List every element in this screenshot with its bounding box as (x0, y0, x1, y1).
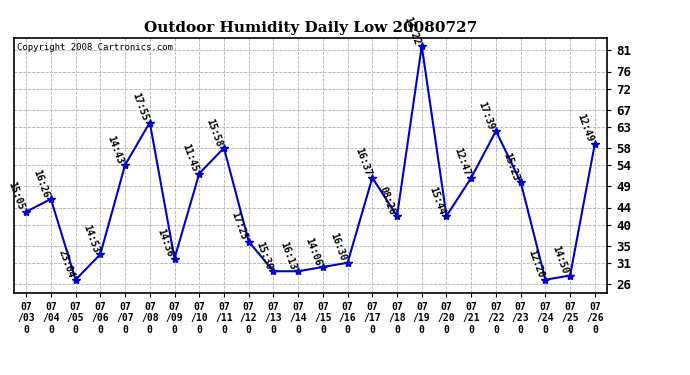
Text: 14:36: 14:36 (155, 228, 175, 258)
Text: 13:22: 13:22 (402, 15, 422, 46)
Text: 08:26: 08:26 (377, 185, 397, 216)
Text: 11:45: 11:45 (180, 142, 199, 174)
Text: 17:25: 17:25 (229, 210, 248, 242)
Text: 17:39: 17:39 (477, 100, 496, 131)
Text: 12:47: 12:47 (452, 147, 471, 178)
Title: Outdoor Humidity Daily Low 20080727: Outdoor Humidity Daily Low 20080727 (144, 21, 477, 35)
Text: 16:13: 16:13 (279, 240, 298, 271)
Text: 12:49: 12:49 (575, 113, 595, 144)
Text: 15:23: 15:23 (501, 151, 521, 182)
Text: 14:53: 14:53 (81, 223, 100, 254)
Text: 14:06: 14:06 (304, 236, 323, 267)
Text: 23:04: 23:04 (56, 249, 76, 280)
Text: 16:26: 16:26 (32, 168, 51, 199)
Text: 15:05: 15:05 (7, 181, 26, 212)
Text: 14:50: 14:50 (551, 244, 570, 276)
Text: 14:43: 14:43 (106, 134, 125, 165)
Text: 17:55: 17:55 (130, 92, 150, 123)
Text: 15:58: 15:58 (204, 117, 224, 148)
Text: 12:20: 12:20 (526, 249, 545, 280)
Text: 15:30: 15:30 (254, 240, 273, 271)
Text: Copyright 2008 Cartronics.com: Copyright 2008 Cartronics.com (17, 43, 172, 52)
Text: 16:30: 16:30 (328, 232, 348, 263)
Text: 15:44: 15:44 (427, 185, 446, 216)
Text: 16:37: 16:37 (353, 147, 373, 178)
